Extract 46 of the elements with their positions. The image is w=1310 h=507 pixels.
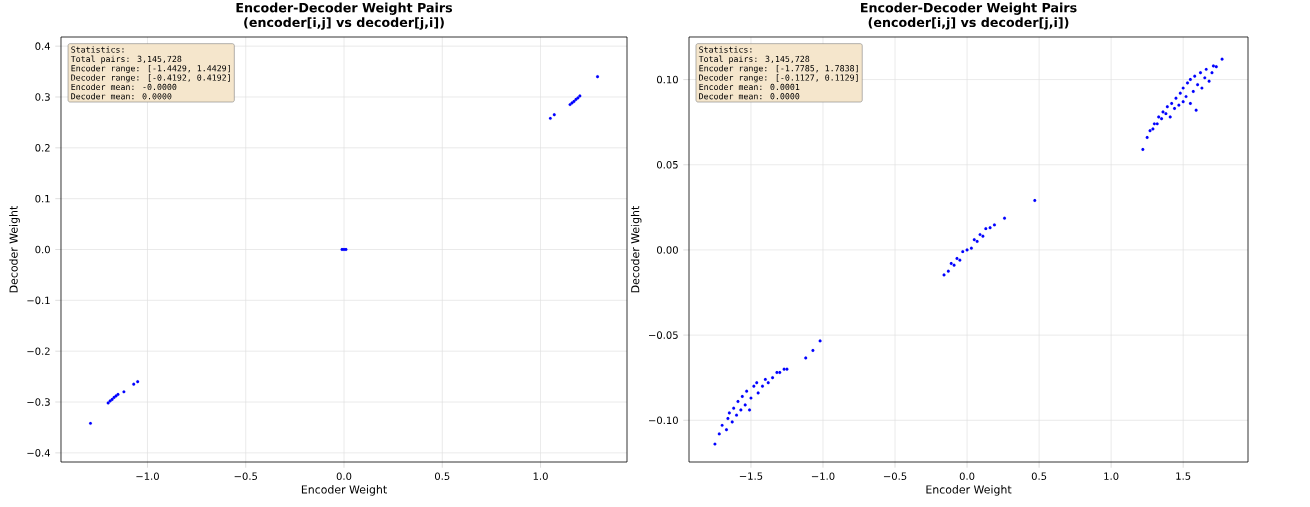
annotation: Encoder range: [-1.4429, 1.4429] — [71, 64, 230, 74]
x-tick-label: −1.0 — [136, 472, 159, 480]
x-tick-label: 0.5 — [434, 472, 450, 480]
x-tick-label: 0.5 — [1031, 472, 1047, 480]
y-tick-label: −0.10 — [649, 416, 678, 425]
annotation: Decoder mean: 0.0000 — [699, 92, 800, 100]
y-tick-label: 0.05 — [657, 160, 678, 169]
y-tick-label: 0.00 — [657, 246, 678, 254]
y-tick-label: 0.10 — [657, 75, 678, 84]
x-tick-label: 1.0 — [533, 472, 548, 480]
chart-title: Encoder-Decoder Weight Pairs — [236, 2, 453, 15]
x-tick-label: 0.0 — [959, 472, 975, 480]
annotation: Statistics: — [699, 46, 752, 53]
y-tick-label: 0.0 — [35, 245, 50, 254]
y-tick-label: −0.2 — [27, 347, 50, 355]
y-tick-label: 0.2 — [35, 144, 50, 152]
annotation: Decoder mean: 0.0000 — [71, 92, 172, 100]
chart-title: Encoder-Decoder Weight Pairs — [861, 2, 1077, 15]
annotation: Total pairs: 3,145,728 — [70, 55, 182, 64]
x-tick-label: 0.0 — [336, 472, 352, 480]
y-tick-label: 0.4 — [35, 42, 51, 50]
y-tick-label: 0.1 — [35, 194, 50, 203]
y-tick-label: 0.3 — [35, 93, 50, 101]
annotation: Statistics: — [71, 46, 124, 53]
y-axis-title: Decoder Weight — [9, 205, 20, 293]
x-axis-title: Encoder Weight — [301, 485, 387, 496]
annotation: Decoder range: [-0.1127, 0.1129] — [699, 74, 858, 83]
annotation: Decoder range: [-0.4192, 0.4192] — [71, 74, 230, 83]
annotation: Encoder mean: 0.0001 — [699, 83, 800, 91]
chart-subtitle: (encoder[i,j] vs decoder[j,i]) — [244, 17, 444, 30]
x-tick-label: −1.5 — [739, 472, 763, 480]
x-tick-label: −1.0 — [811, 472, 835, 480]
annotation: Total pairs: 3,145,728 — [698, 55, 810, 64]
y-tick-label: −0.05 — [649, 331, 678, 339]
y-tick-label: −0.1 — [27, 296, 50, 305]
x-tick-label: −0.5 — [234, 472, 257, 480]
y-tick-label: −0.4 — [27, 449, 51, 457]
annotation: Encoder mean: -0.0000 — [71, 83, 177, 91]
x-axis-title: Encoder Weight — [926, 485, 1012, 496]
annotation: Encoder range: [-1.7785, 1.7838] — [699, 64, 858, 74]
y-axis-title: Decoder Weight — [630, 205, 642, 293]
y-tick-label: −0.3 — [27, 398, 50, 406]
chart-subtitle: (encoder[i,j] vs decoder[j,i]) — [868, 17, 1069, 30]
x-tick-label: −0.5 — [883, 472, 907, 480]
x-tick-label: 1.0 — [1104, 472, 1119, 480]
x-tick-label: 1.5 — [1176, 472, 1191, 480]
